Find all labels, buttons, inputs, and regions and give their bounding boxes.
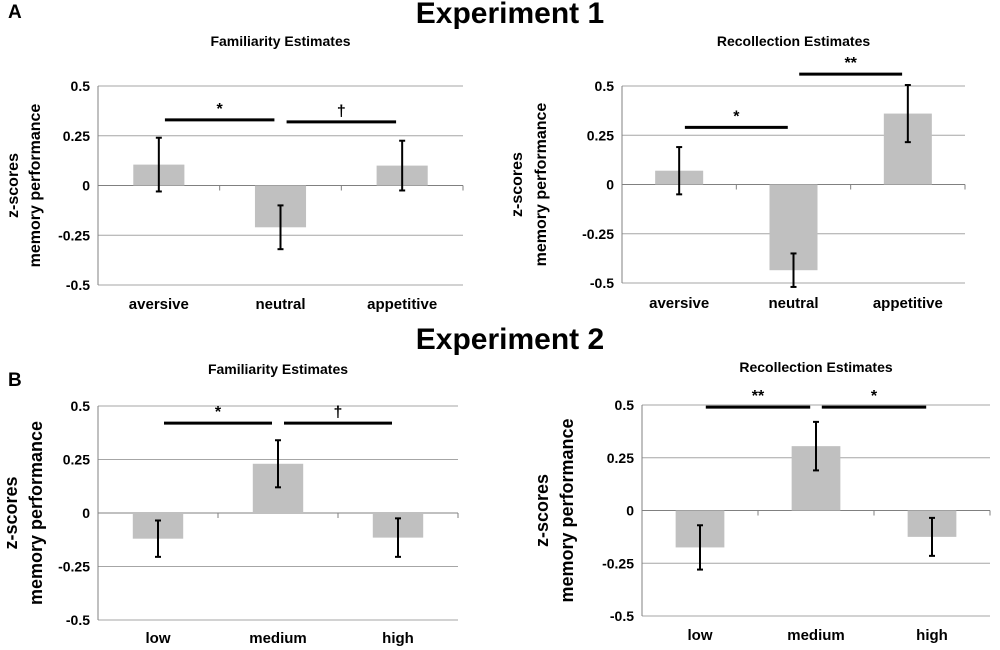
y-axis-label-line1: z-scores — [532, 474, 552, 547]
y-axis-label-line2: memory performance — [533, 103, 550, 267]
significance-marker: † — [334, 404, 343, 421]
y-tick-label: 0.25 — [63, 452, 90, 468]
y-tick-label: 0 — [82, 505, 90, 521]
panel-letter-b: B — [8, 370, 22, 391]
category-label: low — [146, 630, 171, 647]
y-tick-label: -0.25 — [582, 226, 614, 242]
chart-b-recollection: Recollection Estimates 0.5 0.25 0 -0.25 -0.5 l… — [532, 359, 991, 644]
y-tick-label: 0 — [606, 177, 614, 193]
y-tick-label: 0 — [626, 503, 634, 519]
y-tick-label: 0.25 — [607, 450, 634, 466]
chart-title: Familiarity Estimates — [210, 33, 350, 49]
panel-letter-a: A — [8, 2, 22, 23]
y-tick-label: 0.5 — [71, 398, 91, 414]
significance-marker: * — [215, 404, 222, 421]
y-tick-label: -0.5 — [590, 275, 614, 291]
y-axis-label-line2: memory performance — [557, 418, 577, 602]
y-tick-label: -0.25 — [602, 555, 634, 571]
y-tick-label: 0.5 — [595, 78, 615, 94]
chart-a-familiarity: Familiarity Estimates 0.5 0.25 0 -0.25 -0.5 av… — [5, 33, 464, 313]
y-tick-label: -0.25 — [58, 559, 90, 575]
y-axis-label-line1: z-scores — [509, 152, 526, 217]
category-label: medium — [787, 627, 845, 644]
significance-marker: ** — [844, 55, 857, 72]
category-label: neutral — [768, 295, 818, 312]
y-axis-label-line2: memory performance — [27, 104, 44, 268]
y-tick-label: 0.25 — [587, 127, 614, 143]
category-label: neutral — [255, 296, 305, 313]
category-label: medium — [249, 630, 307, 647]
experiment-2-title: Experiment 2 — [415, 323, 605, 356]
significance-marker: * — [871, 388, 878, 405]
category-label: high — [916, 627, 948, 644]
chart-title: Familiarity Estimates — [208, 361, 348, 377]
y-tick-label: -0.25 — [58, 227, 90, 243]
category-label: aversive — [129, 296, 189, 313]
category-label: appetitive — [873, 295, 943, 312]
y-tick-label: 0.5 — [615, 397, 635, 413]
chart-b-familiarity: Familiarity Estimates 0.5 0.25 0 -0.25 -0.5 lo… — [1, 361, 459, 647]
y-tick-label: -0.5 — [66, 277, 90, 293]
chart-a-recollection: Recollection Estimates 0.5 0.25 0 -0.25 -0.5 a… — [509, 33, 966, 312]
experiment-1-title: Experiment 1 — [415, 0, 605, 30]
category-label: low — [688, 627, 713, 644]
significance-marker: ** — [752, 388, 765, 405]
significance-marker: * — [217, 101, 224, 118]
category-label: high — [382, 630, 414, 647]
y-tick-label: 0.5 — [71, 78, 91, 94]
significance-marker: * — [733, 108, 740, 125]
y-tick-label: 0 — [82, 178, 90, 194]
y-axis-label-line1: z-scores — [1, 476, 21, 549]
category-label: appetitive — [367, 296, 437, 313]
chart-title: Recollection Estimates — [739, 359, 892, 375]
y-axis-label-line1: z-scores — [5, 153, 22, 218]
y-axis-label-line2: memory performance — [26, 421, 46, 605]
chart-title: Recollection Estimates — [717, 33, 870, 49]
category-label: aversive — [649, 295, 709, 312]
y-tick-label: 0.25 — [63, 128, 90, 144]
y-tick-label: -0.5 — [66, 612, 90, 628]
significance-marker: † — [337, 103, 346, 120]
y-tick-label: -0.5 — [610, 608, 634, 624]
